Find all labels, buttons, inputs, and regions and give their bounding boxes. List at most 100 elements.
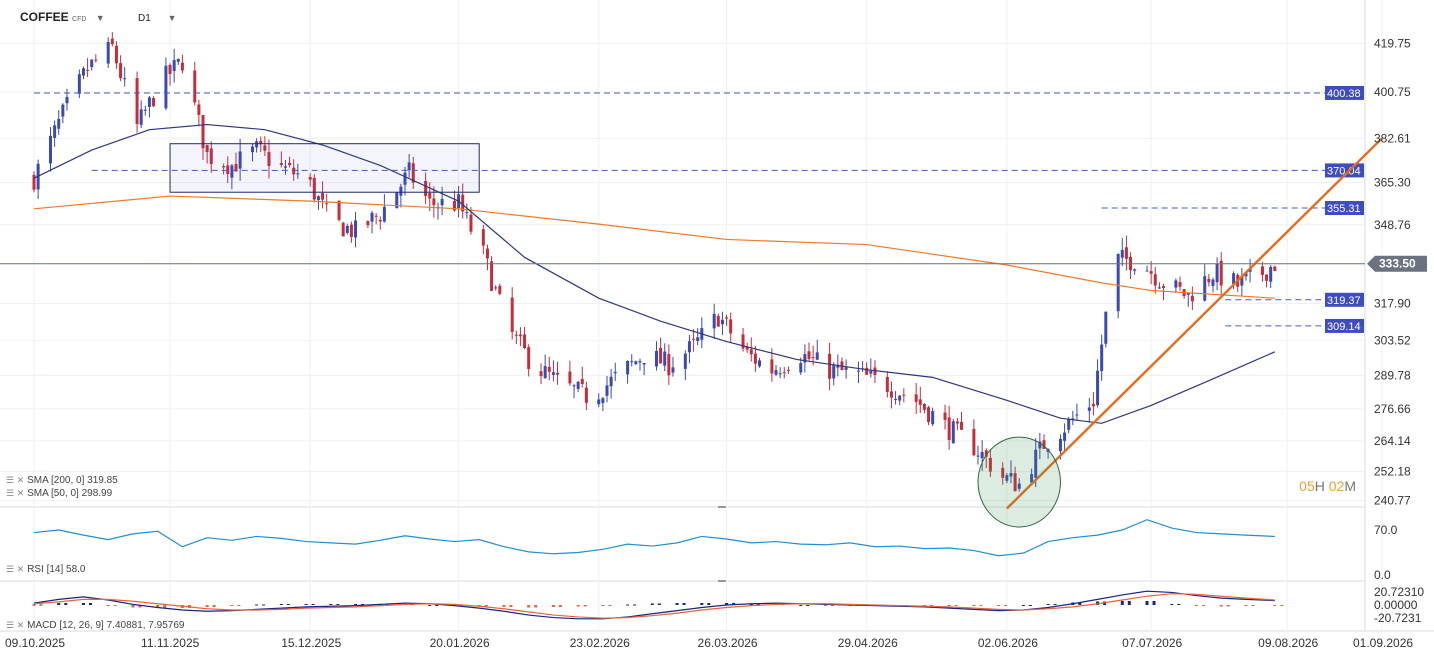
macd-histogram-bar [799,605,803,606]
rsi-label: RSI [14] 58.0 [27,564,86,575]
candle-body [568,371,572,384]
candle-body [543,366,547,379]
macd-histogram-bar [1201,605,1205,607]
candle-body [918,399,922,405]
macd-histogram-bar [922,605,926,606]
candle-body [316,196,320,201]
macd-histogram-bar [657,603,661,605]
candle-body [1207,278,1211,283]
macd-histogram-bar [929,605,933,606]
macd-histogram-bar [255,604,259,606]
macd-histogram-bar [163,605,167,609]
candle-body [960,421,964,430]
current-price-text: 333.50 [1379,257,1416,271]
candle-body [440,198,444,206]
macd-histogram-bar [576,605,580,607]
candle-body [428,193,432,199]
macd-histogram-bar [979,605,983,607]
candle-body [527,347,531,370]
macd-histogram-bar [1280,605,1284,606]
candle-body [815,352,819,360]
candle-body [1190,295,1194,302]
settings-icon[interactable]: ☰ ✕ [6,488,25,498]
symbol-selector[interactable]: COFFEE CFD ▼ [20,10,105,24]
macd-histogram-bar [756,603,760,605]
settings-icon[interactable]: ☰ ✕ [6,620,25,630]
candle-body [1009,472,1013,477]
settings-icon[interactable]: ☰ ✕ [6,564,25,574]
candle-body [374,215,378,217]
sma200-line [33,195,1275,299]
candle-body [786,369,790,371]
macd-histogram-bar [700,602,704,605]
candle-body [1133,269,1137,271]
legend-sma50[interactable]: ☰ ✕ SMA [50, 0] 298.99 [6,488,112,499]
candle-body [894,398,898,400]
countdown-minutes: 02 [1328,478,1345,494]
candle-body [510,297,514,332]
low-highlight-ellipse [977,436,1061,528]
candle-body [1034,449,1038,478]
timeframe-selector[interactable]: D1 ▼ [138,13,177,24]
macd-label: MACD [12, 26, 9] 7.40881, 7.95769 [27,620,185,631]
candle-body [263,145,267,151]
candle-body [1013,473,1017,492]
macd-histogram-bar [106,605,110,606]
candle-body [889,391,893,398]
price-axis-tick: 365.30 [1374,176,1411,190]
candle-body [176,58,180,62]
candle-body [77,74,81,94]
candle-body [671,367,675,373]
macd-histogram-bar [551,605,555,608]
candle-countdown: 05H 02M [1299,478,1356,494]
candle-body [898,395,902,401]
countdown-minutes-unit: M [1344,478,1356,494]
macd-histogram-bar [954,605,958,607]
legend-macd[interactable]: ☰ ✕ MACD [12, 26, 9] 7.40881, 7.95769 [6,620,184,631]
candle-body [143,109,147,111]
candle-body [580,379,584,384]
macd-histogram-bar [633,604,637,606]
timeframe-label: D1 [138,13,151,24]
candle-body [514,334,518,336]
candle-body [1149,271,1153,274]
candle-body [193,70,197,103]
candle-body [238,151,242,169]
candle-body [980,452,984,459]
candle-body [382,206,386,222]
candle-body [378,219,382,222]
candle-body [403,172,407,185]
candle-body [337,200,341,220]
date-axis-tick: 23.02.2026 [570,636,630,650]
sma50-line [33,123,1276,424]
candle-body [922,403,926,410]
candle-body [325,203,329,205]
level-tag-text: 355.31 [1327,203,1361,215]
candle-body [1157,287,1161,289]
date-axis-tick: 15.12.2025 [281,636,341,650]
candle-body [626,361,630,375]
macd-histogram-bar [262,604,266,606]
macd-histogram-bar [32,604,36,606]
macd-histogram-bar [1194,605,1198,607]
candle-body [741,334,745,349]
instrument-type: CFD [72,16,87,23]
macd-histogram-bar [1226,605,1230,607]
candle-body [518,334,522,337]
candle-body [832,365,836,379]
macd-histogram-bar [336,603,340,605]
candle-body [1145,270,1149,272]
legend-sma200[interactable]: ☰ ✕ SMA [200, 0] 319.85 [6,475,118,486]
candle-body [1203,276,1207,301]
candle-body [1001,467,1005,478]
macd-histogram-bar [650,603,654,605]
candle-body [642,362,646,365]
price-axis-tick: 419.75 [1374,36,1411,50]
legend-rsi[interactable]: ☰ ✕ RSI [14] 58.0 [6,564,86,575]
candle-body [659,347,663,364]
settings-icon[interactable]: ☰ ✕ [6,475,25,485]
candle-body [716,315,720,327]
candle-body [139,109,143,125]
candle-body [811,357,815,359]
